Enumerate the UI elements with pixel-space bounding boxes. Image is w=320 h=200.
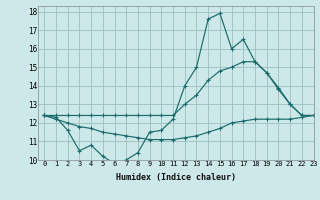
X-axis label: Humidex (Indice chaleur): Humidex (Indice chaleur) [116, 173, 236, 182]
